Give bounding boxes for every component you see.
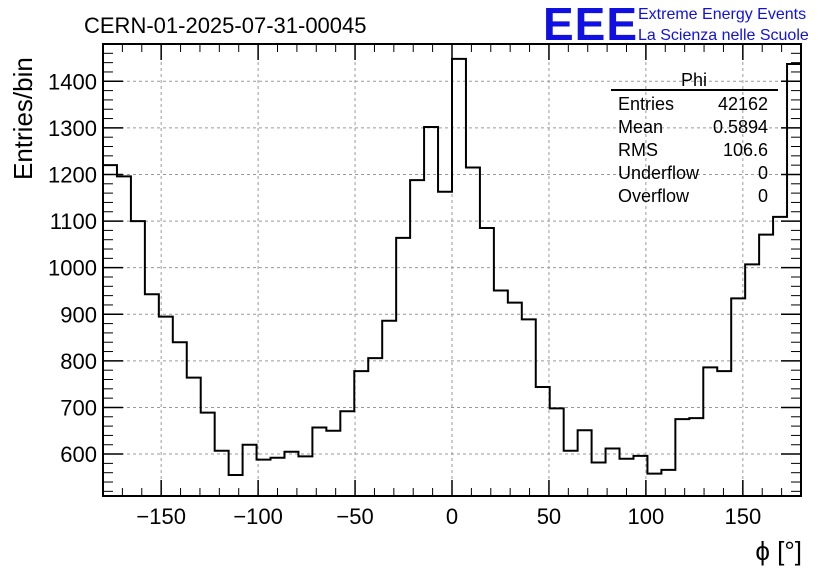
stats-label-entries: Entries bbox=[618, 94, 674, 114]
histogram-outline bbox=[103, 57, 801, 477]
eee-logo: EEE Extreme Energy Events La Scienza nel… bbox=[543, 0, 809, 50]
y-tick-label: 700 bbox=[60, 395, 97, 420]
y-tick-label: 1000 bbox=[48, 256, 97, 281]
x-tick-label: −50 bbox=[336, 504, 373, 529]
x-tick-label: 100 bbox=[628, 504, 665, 529]
logo-line-1: Extreme Energy Events bbox=[638, 6, 806, 23]
y-axis-label: Entries/bin bbox=[8, 57, 38, 180]
x-tick-label: −150 bbox=[136, 504, 186, 529]
chart-title: CERN-01-2025-07-31-00045 bbox=[84, 13, 367, 38]
stats-value-mean: 0.5894 bbox=[713, 117, 768, 137]
stats-label-mean: Mean bbox=[618, 117, 663, 137]
x-tick-label: −100 bbox=[233, 504, 283, 529]
stats-label-overflow: Overflow bbox=[618, 186, 690, 206]
stats-value-entries: 42162 bbox=[718, 94, 768, 114]
y-tick-label: 1300 bbox=[48, 116, 97, 141]
y-tick-label: 1100 bbox=[50, 209, 97, 234]
logo-line-2: La Scienza nelle Scuole bbox=[638, 27, 809, 44]
y-tick-label: 800 bbox=[60, 349, 97, 374]
x-tick-label: 150 bbox=[724, 504, 761, 529]
stats-label-rms: RMS bbox=[618, 140, 658, 160]
stats-label-underflow: Underflow bbox=[618, 163, 700, 183]
stats-value-rms: 106.6 bbox=[723, 140, 768, 160]
stats-box: Phi Entries 42162 Mean 0.5894 RMS 106.6 … bbox=[611, 70, 778, 206]
stats-value-overflow: 0 bbox=[758, 186, 768, 206]
x-tick-label: 50 bbox=[537, 504, 561, 529]
logo-mark: EEE bbox=[543, 0, 638, 50]
x-tick-labels: −150 −100 −50 0 50 100 150 bbox=[136, 504, 761, 529]
x-axis-label: ϕ [°] bbox=[755, 536, 802, 566]
x-tick-label: 0 bbox=[446, 504, 458, 529]
stats-title: Phi bbox=[681, 70, 707, 90]
axis-ticks bbox=[103, 43, 801, 496]
y-tick-label: 600 bbox=[60, 442, 97, 467]
stats-value-underflow: 0 bbox=[758, 163, 768, 183]
y-tick-label: 1400 bbox=[48, 69, 97, 94]
y-tick-label: 900 bbox=[60, 302, 97, 327]
y-tick-label: 1200 bbox=[48, 162, 97, 187]
y-tick-labels: 600 700 800 900 1000 1100 1200 1300 1400 bbox=[48, 69, 97, 467]
